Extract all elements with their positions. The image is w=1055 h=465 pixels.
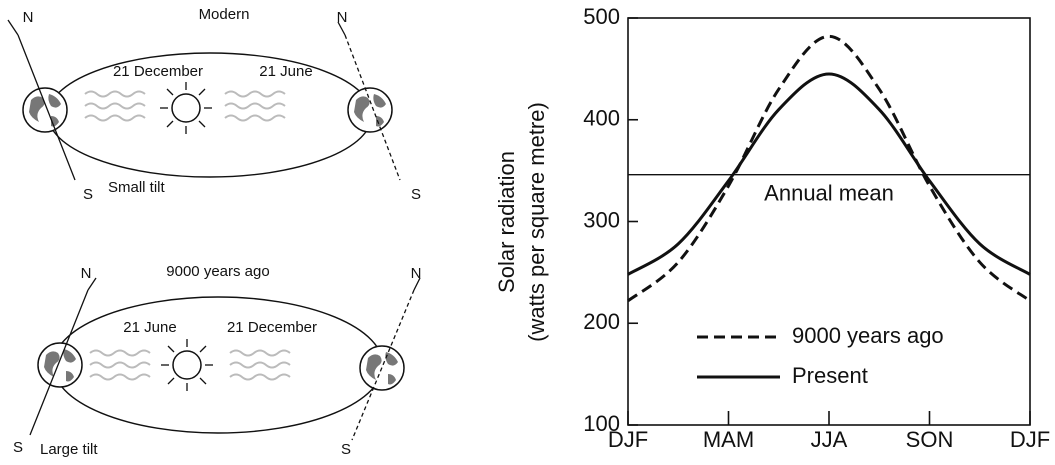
y-axis-label: Solar radiation [494, 151, 519, 293]
pole-label: S [83, 186, 93, 203]
date-label: 21 December [113, 63, 203, 80]
y-tick-label: 200 [583, 309, 620, 334]
earth [37, 342, 83, 388]
tilt-axes [7, 19, 401, 181]
x-tick-label: MAM [703, 427, 754, 452]
orbit [47, 52, 373, 178]
x-tick-label: SON [906, 427, 954, 452]
x-tick-label: DJF [608, 427, 648, 452]
pole-label: N [23, 9, 34, 26]
date-label: 21 June [123, 319, 176, 336]
pole-label: S [341, 441, 351, 458]
pole-label: S [411, 186, 421, 203]
date-label: 21 December [227, 319, 317, 336]
y-tick-label: 100 [583, 411, 620, 436]
y-tick-label: 400 [583, 106, 620, 131]
date-label: 21 June [259, 63, 312, 80]
pole-label: N [81, 265, 92, 282]
pole-label: N [411, 265, 422, 282]
radiation [229, 349, 291, 381]
legend-label: 9000 years ago [792, 323, 944, 348]
panel-title: 9000 years ago [166, 263, 269, 280]
panel-title: Modern [199, 6, 250, 23]
y-tick-label: 300 [583, 207, 620, 232]
tilt-label: Small tilt [108, 179, 166, 196]
pole-label: N [337, 9, 348, 26]
sun [160, 338, 214, 392]
series-line [627, 72, 1031, 276]
tilt-label: Large tilt [40, 441, 98, 458]
orbit-diagram: Modern 21 December 21 June Small tilt N … [7, 6, 422, 458]
y-axis-label: (watts per square metre) [524, 102, 549, 342]
earth [347, 87, 393, 133]
y-tick-label: 500 [583, 4, 620, 29]
legend-label: Present [792, 363, 868, 388]
tilt-axes [29, 277, 421, 441]
x-tick-label: DJF [1010, 427, 1050, 452]
radiation [224, 90, 286, 122]
earth [22, 87, 68, 133]
reference-label: Annual mean [764, 181, 894, 206]
sun [159, 81, 213, 135]
chart: Solar radiation (watts per square metre)… [494, 4, 1050, 452]
x-tick-label: JJA [811, 427, 848, 452]
radiation [84, 90, 146, 122]
radiation [89, 349, 151, 381]
pole-label: S [13, 439, 23, 456]
series-line [627, 34, 1031, 303]
